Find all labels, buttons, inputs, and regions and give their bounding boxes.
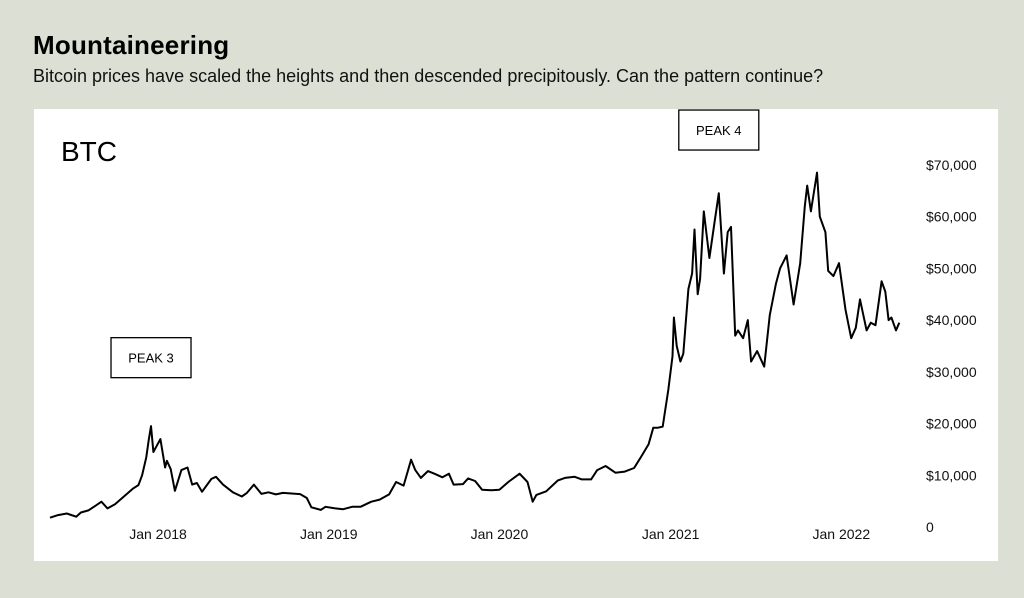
- y-axis-ticks: $70,000 $60,000 $50,000 $40,000 $30,000 $20,0…: [926, 157, 977, 535]
- y-tick-label: $20,000: [926, 416, 977, 432]
- annotations: PEAK 3 PEAK 4: [110, 109, 760, 379]
- annotation-box: [110, 337, 192, 379]
- x-tick-label: Jan 2019: [300, 526, 358, 542]
- y-tick-label: 0: [926, 519, 934, 535]
- x-tick-label: Jan 2022: [813, 526, 871, 542]
- y-tick-label: $50,000: [926, 260, 977, 276]
- price-line-series-0: [49, 171, 901, 519]
- series-label-btc: BTC: [61, 136, 117, 167]
- chart-panel: BTC $70,000 $60,000 $50,000 $40,000 $30,000 $…: [34, 109, 998, 561]
- annotation-peak-3: PEAK 3: [110, 337, 192, 379]
- annotation-label: PEAK 3: [128, 351, 174, 366]
- btc-price-chart: BTC $70,000$60,000$50,000$40,000$30,000$…: [49, 109, 977, 542]
- y-tick-label: $30,000: [926, 364, 977, 380]
- chart-subtitle: Bitcoin prices have scaled the heights a…: [33, 66, 824, 86]
- annotation-box: [678, 109, 760, 151]
- annotation-label: PEAK 4: [696, 123, 742, 138]
- x-tick-label: Jan 2021: [642, 526, 700, 542]
- y-tick-label: $40,000: [926, 312, 977, 328]
- chart-title: Mountaineering: [33, 30, 230, 60]
- line-layer: [49, 171, 901, 519]
- x-tick-label: Jan 2018: [129, 526, 187, 542]
- x-tick-label: Jan 2020: [471, 526, 529, 542]
- annotation-peak-4: PEAK 4: [678, 109, 760, 151]
- y-tick-label: $60,000: [926, 209, 977, 225]
- y-tick-label: $10,000: [926, 467, 977, 483]
- y-tick-label: $70,000: [926, 157, 977, 173]
- x-axis-ticks: Jan 2018 Jan 2019 Jan 2020 Jan 2021 Jan 2022: [129, 526, 870, 542]
